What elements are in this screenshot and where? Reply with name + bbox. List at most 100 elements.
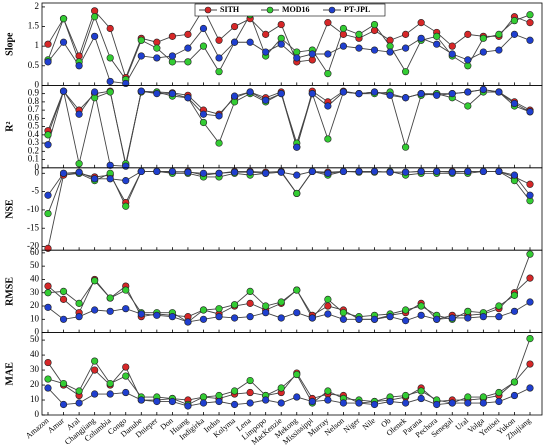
legend: SITH MOD16 PT-JPL: [194, 3, 386, 17]
data-point: [44, 244, 52, 252]
y-tick-label: 0: [35, 167, 40, 177]
data-point: [448, 168, 456, 176]
data-point: [184, 168, 192, 176]
data-point: [44, 303, 52, 311]
data-point: [386, 48, 394, 56]
data-point: [370, 88, 379, 96]
data-point: [495, 302, 503, 310]
data-point: [106, 24, 114, 33]
data-point: [293, 370, 301, 379]
data-point: [526, 250, 534, 258]
data-point: [153, 90, 161, 98]
data-point: [324, 387, 332, 395]
data-point: [386, 397, 394, 406]
data-point: [91, 390, 99, 398]
data-point: [246, 376, 254, 385]
data-point: [510, 378, 519, 386]
data-point: [402, 44, 410, 52]
data-point: [106, 294, 114, 302]
data-point: [308, 167, 316, 176]
data-point: [246, 287, 254, 296]
data-point: [106, 390, 114, 398]
data-point: [246, 299, 254, 307]
data-point: [479, 399, 487, 407]
data-point: [386, 313, 394, 321]
data-point: [91, 88, 99, 96]
data-point: [168, 397, 176, 406]
data-point: [402, 30, 410, 38]
data-point: [526, 360, 534, 368]
data-point: [495, 30, 503, 38]
data-point: [355, 90, 363, 98]
data-point: [386, 91, 394, 99]
data-point: [75, 299, 83, 307]
series-line: [47, 277, 531, 320]
data-point: [293, 309, 301, 317]
data-point: [402, 68, 410, 76]
data-point: [355, 315, 363, 323]
data-point: [184, 318, 192, 326]
y-tick-label: 0: [35, 327, 40, 337]
data-point: [495, 388, 503, 397]
data-point: [448, 50, 456, 58]
data-point: [168, 52, 176, 60]
data-point: [184, 44, 192, 52]
data-point: [230, 168, 239, 176]
data-point: [44, 289, 52, 297]
data-point: [324, 135, 332, 143]
y-tick-label: 20: [30, 300, 40, 310]
data-point: [402, 306, 410, 314]
data-point: [339, 24, 348, 33]
data-point: [417, 90, 425, 98]
data-point: [44, 282, 52, 290]
data-point: [355, 167, 363, 176]
legend-marker: [328, 6, 336, 14]
data-point: [230, 387, 239, 395]
data-point: [215, 391, 223, 400]
data-point: [433, 32, 441, 40]
data-point: [293, 143, 301, 151]
data-point: [464, 102, 472, 110]
data-point: [230, 314, 239, 322]
data-point: [122, 372, 130, 380]
data-point: [137, 396, 145, 404]
legend-box: [194, 3, 386, 17]
data-point: [448, 314, 456, 322]
data-point: [184, 30, 192, 38]
data-point: [168, 32, 176, 40]
data-point: [417, 19, 425, 27]
legend-label: PT-JPL: [344, 5, 370, 14]
y-tick-label: 0.2: [28, 145, 39, 155]
data-point: [262, 48, 270, 56]
data-point: [215, 36, 223, 44]
data-point: [75, 160, 83, 168]
data-point: [324, 295, 332, 303]
data-point: [91, 277, 99, 285]
data-point: [324, 50, 332, 58]
data-point: [526, 180, 534, 188]
data-point: [433, 400, 441, 409]
data-point: [510, 391, 519, 400]
y-tick-label: 30: [30, 287, 40, 297]
y-tick-label: 0.7: [28, 104, 40, 114]
data-point: [199, 393, 208, 401]
data-point: [168, 90, 176, 98]
data-point: [293, 54, 301, 62]
series-line: [47, 254, 531, 323]
data-point: [386, 168, 394, 176]
y-tick-label: 50: [30, 334, 40, 344]
data-point: [402, 143, 410, 151]
y-tick-label: 0: [35, 409, 40, 419]
data-point: [495, 167, 503, 176]
data-point: [246, 388, 254, 397]
data-point: [402, 317, 410, 325]
data-point: [402, 94, 410, 102]
data-point: [526, 191, 534, 199]
series-line: [47, 7, 531, 79]
data-point: [106, 307, 114, 315]
data-point: [526, 298, 534, 306]
data-point: [339, 167, 348, 176]
y-axis-label: MAE: [4, 362, 15, 386]
data-point: [370, 167, 379, 176]
